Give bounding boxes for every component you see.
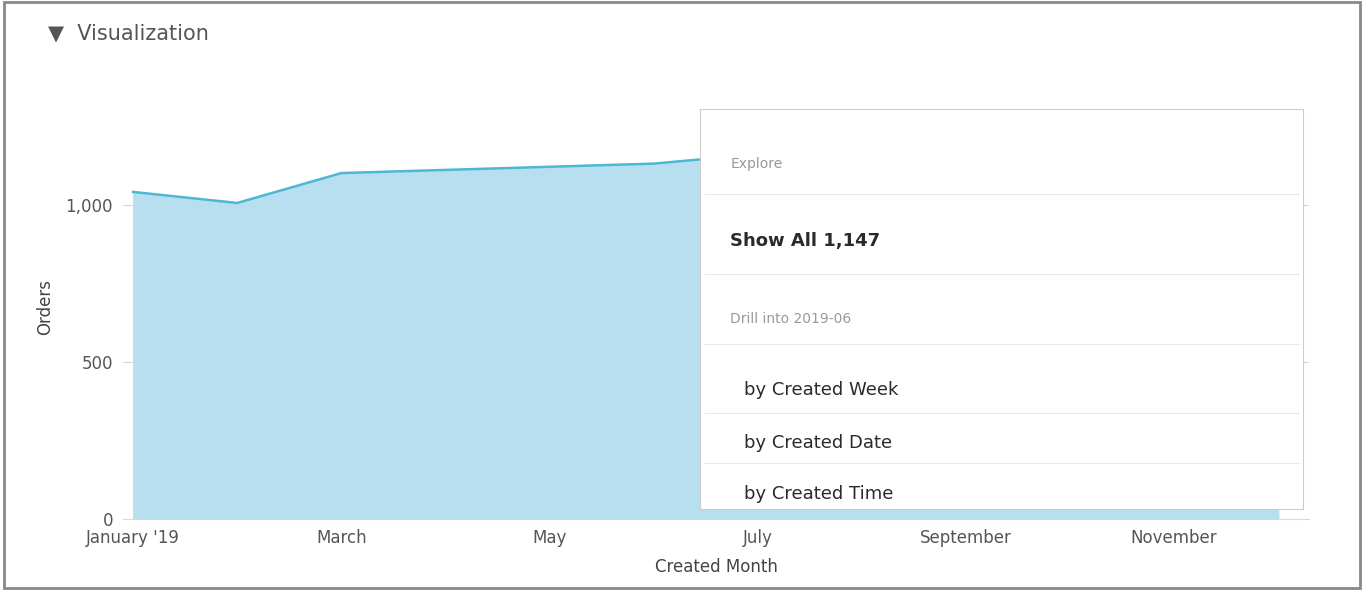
Text: Show All 1,147: Show All 1,147 <box>731 232 881 250</box>
Text: by Created Week: by Created Week <box>745 381 899 399</box>
Text: by Created Time: by Created Time <box>745 484 893 503</box>
Text: Explore: Explore <box>731 157 783 171</box>
X-axis label: Created Month: Created Month <box>655 558 777 576</box>
Text: ▼  Visualization: ▼ Visualization <box>48 24 209 44</box>
Text: by Created Date: by Created Date <box>745 434 892 452</box>
Text: Drill into 2019-06: Drill into 2019-06 <box>731 312 851 326</box>
Y-axis label: Orders: Orders <box>37 279 55 335</box>
